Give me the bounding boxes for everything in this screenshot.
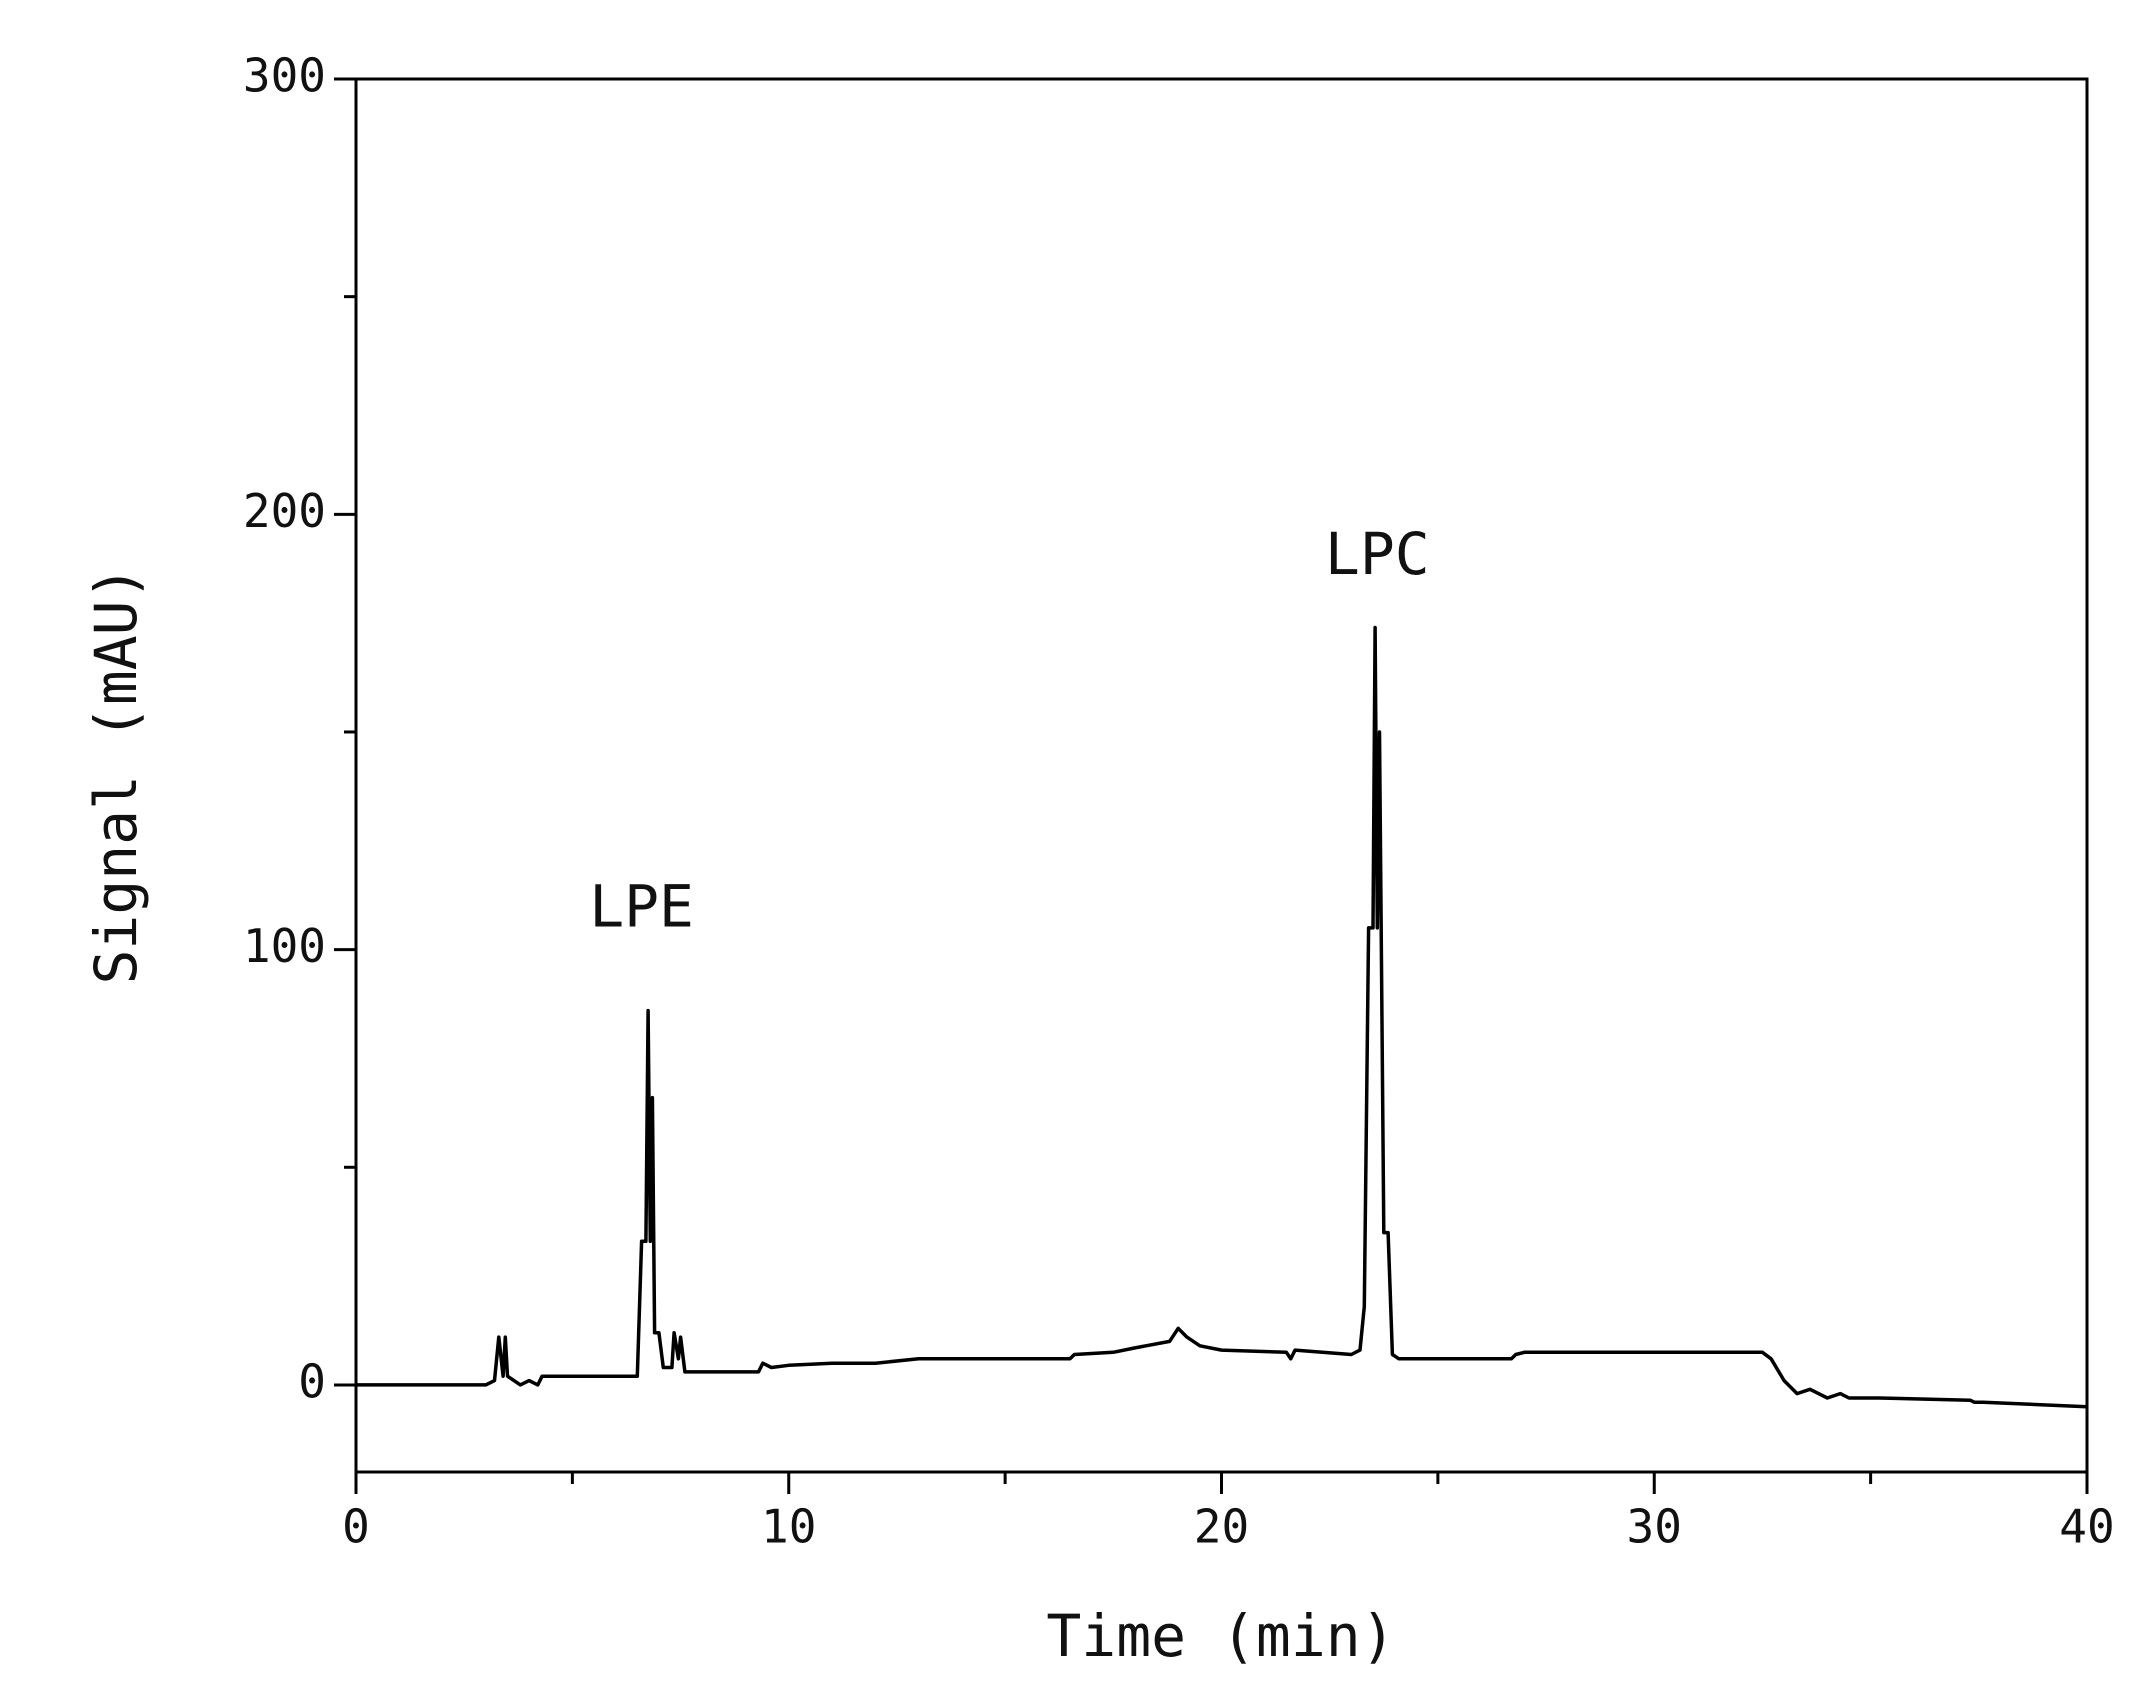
x-axis-label: Time (min) <box>1046 1602 1395 1670</box>
peak-annotation: LPE <box>589 873 694 941</box>
x-tick-label: 20 <box>1194 1500 1249 1554</box>
y-tick-label: 100 <box>243 919 326 973</box>
x-tick-label: 0 <box>342 1500 370 1554</box>
x-tick-label: 10 <box>761 1500 816 1554</box>
y-axis-label: Signal (mAU) <box>82 565 150 984</box>
y-tick-label: 0 <box>298 1354 326 1408</box>
signal-line <box>356 625 2088 1409</box>
x-tick-label: 30 <box>1627 1500 1682 1554</box>
y-tick-label: 200 <box>243 484 326 538</box>
plot-frame <box>354 77 2089 1474</box>
y-tick-label: 300 <box>243 49 326 103</box>
x-tick-label: 40 <box>2059 1500 2114 1554</box>
peak-annotation: LPC <box>1325 520 1430 588</box>
